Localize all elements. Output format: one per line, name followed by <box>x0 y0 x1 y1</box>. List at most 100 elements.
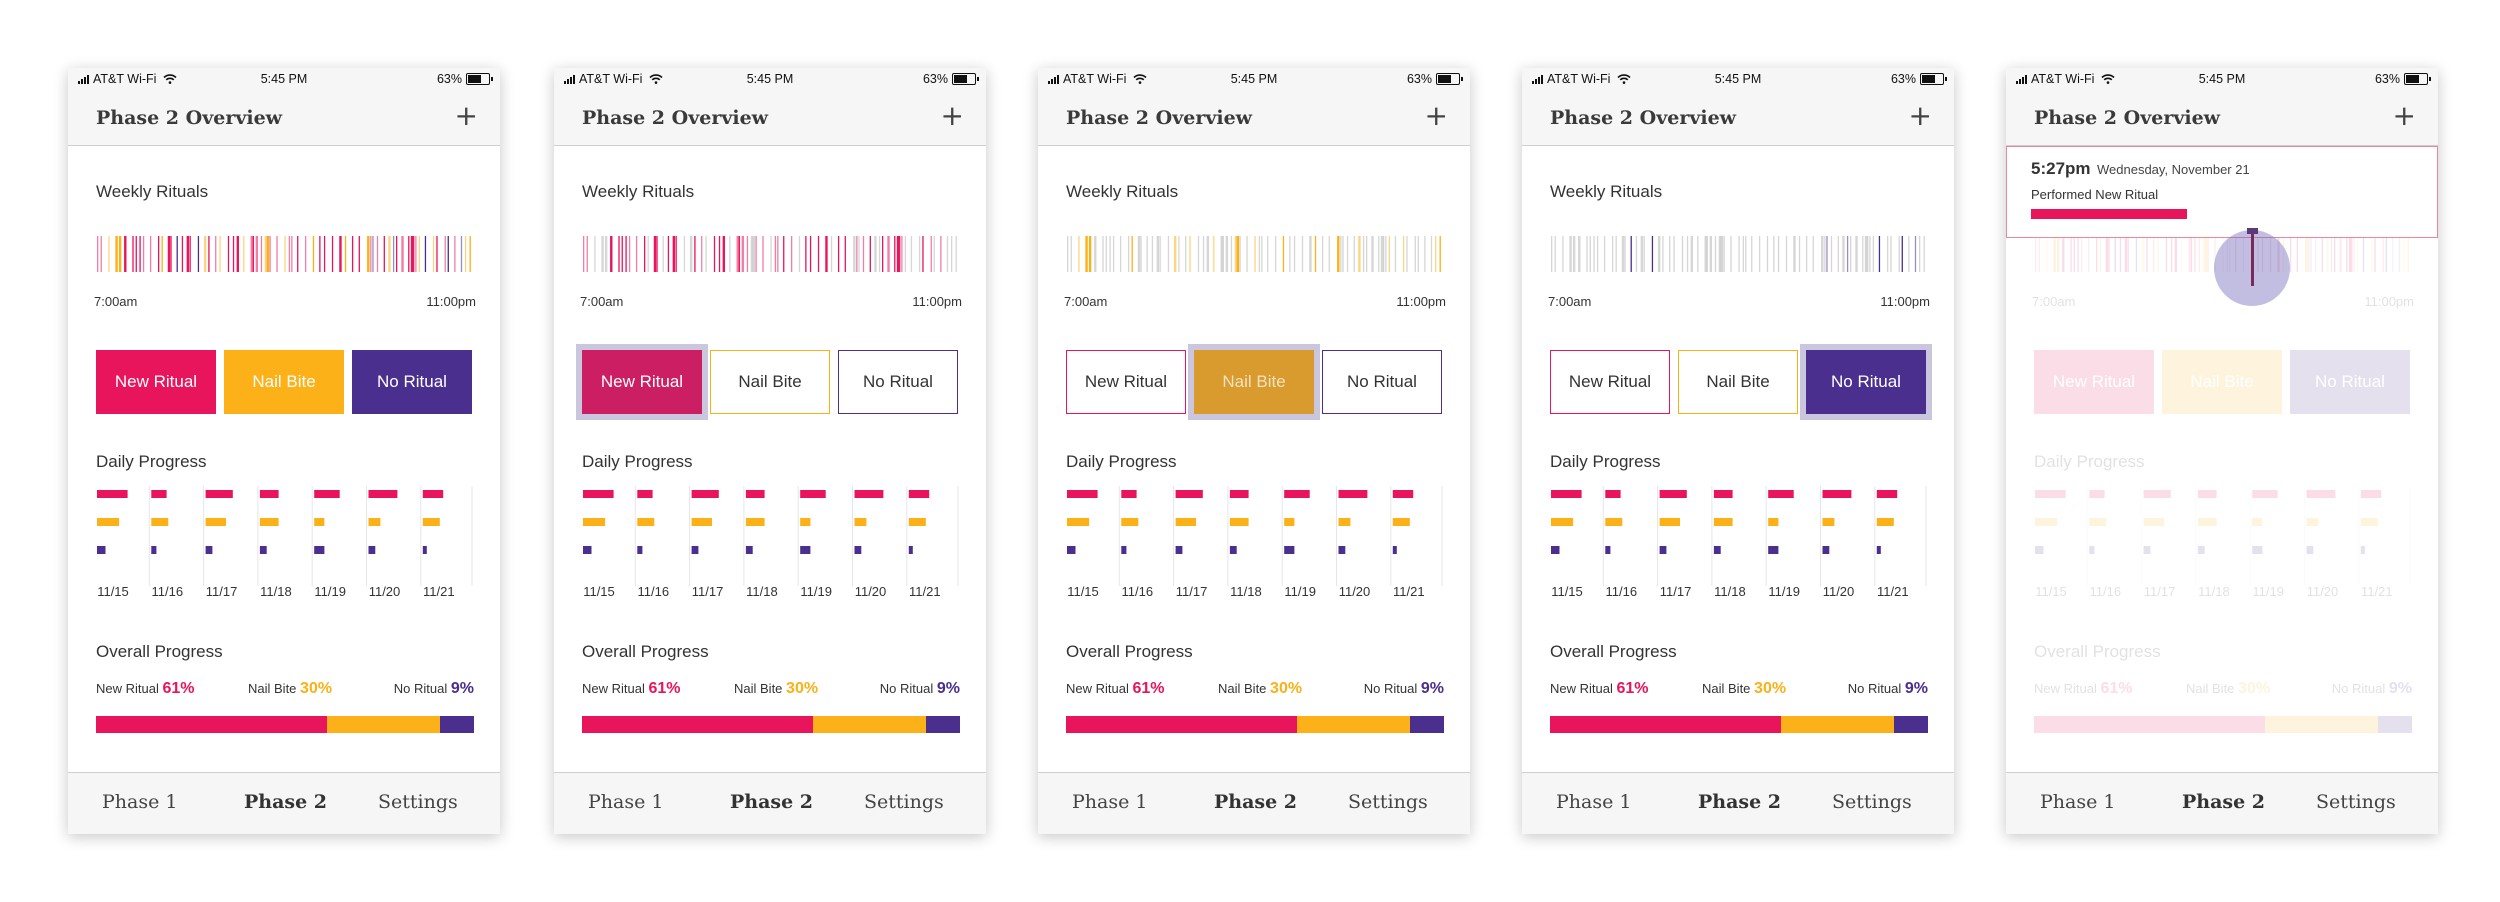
ritual-tick <box>460 236 463 272</box>
date-label: 11/20 <box>369 584 401 599</box>
ritual-tick <box>2193 236 2197 272</box>
daily-bar-no-ritual <box>1876 546 1881 554</box>
ritual-tick <box>738 236 740 272</box>
add-icon[interactable]: + <box>1424 99 1448 132</box>
add-icon[interactable]: + <box>2392 99 2416 132</box>
weekly-rituals-strip[interactable] <box>96 236 474 272</box>
carrier-label: AT&T Wi-Fi <box>2031 72 2095 86</box>
ritual-tick <box>1704 236 1707 272</box>
weekly-rituals-strip[interactable] <box>582 236 960 272</box>
ritual-tick <box>2114 236 2116 272</box>
tab-phase-1[interactable]: Phase 1 <box>588 791 664 813</box>
overall-bar-nail-bite <box>812 716 926 733</box>
daily-bar-no-ritual <box>1822 546 1830 554</box>
daily-bar-nail-bite <box>2035 518 2058 526</box>
ritual-tick <box>856 236 858 272</box>
ritual-tick <box>2170 236 2173 272</box>
ritual-tick <box>918 236 921 272</box>
tab-phase-1[interactable]: Phase 1 <box>1556 791 1632 813</box>
date-label: 11/18 <box>2198 584 2230 599</box>
tab-settings[interactable]: Settings <box>864 791 944 813</box>
scrubber-handle[interactable] <box>2247 228 2258 234</box>
no-ritual-button[interactable]: No Ritual <box>2290 350 2410 414</box>
tab-settings[interactable]: Settings <box>1832 791 1912 813</box>
nail-bite-button[interactable]: Nail Bite <box>224 350 344 414</box>
ritual-tick <box>264 236 268 272</box>
daily-bar-nail-bite <box>97 518 120 526</box>
weekly-rituals-strip[interactable] <box>1550 236 1928 272</box>
new-ritual-button[interactable]: New Ritual <box>576 344 708 420</box>
ritual-tick <box>465 236 467 272</box>
nail-bite-button[interactable]: Nail Bite <box>1678 350 1798 414</box>
weekly-rituals-strip[interactable] <box>1066 236 1444 272</box>
tab-phase-1[interactable]: Phase 1 <box>2040 791 2116 813</box>
new-ritual-button[interactable]: New Ritual <box>96 350 216 414</box>
ritual-tick <box>667 236 670 272</box>
tab-phase-2[interactable]: Phase 2 <box>1698 791 1782 813</box>
ritual-tick <box>1127 236 1130 272</box>
add-icon[interactable]: + <box>1908 99 1932 132</box>
overall-progress-legend: New Ritual 61% Nail Bite 30% No Ritual 9… <box>582 680 960 702</box>
new-ritual-button[interactable]: New Ritual <box>2034 350 2154 414</box>
ritual-tick <box>1611 236 1614 272</box>
no-ritual-button[interactable]: No Ritual <box>1322 350 1442 414</box>
new-ritual-button[interactable]: New Ritual <box>1550 350 1670 414</box>
no-ritual-button[interactable]: No Ritual <box>352 350 472 414</box>
tab-phase-2[interactable]: Phase 2 <box>244 791 328 813</box>
status-bar: AT&T Wi-Fi 5:45 PM 63% <box>2006 68 2438 92</box>
ritual-tick <box>2277 236 2280 272</box>
ritual-tick <box>2202 236 2206 272</box>
ritual-tick <box>1261 236 1263 272</box>
nail-bite-button[interactable]: Nail Bite <box>710 350 830 414</box>
overall-nail-bite: Nail Bite 30% <box>1218 680 1303 697</box>
ritual-tick <box>2198 236 2201 272</box>
new-ritual-button[interactable]: New Ritual <box>1066 350 1186 414</box>
battery-icon <box>1920 73 1947 85</box>
ritual-tooltip: 5:27pm Wednesday, November 21 Performed Ne… <box>2006 146 2438 238</box>
nail-bite-button[interactable]: Nail Bite <box>2162 350 2282 414</box>
tab-settings[interactable]: Settings <box>2316 791 2396 813</box>
overall-progress-bar <box>1066 716 1444 733</box>
ritual-tick <box>2087 236 2090 272</box>
add-icon[interactable]: + <box>454 99 478 132</box>
ritual-tick <box>189 236 191 272</box>
daily-bar-no-ritual <box>745 546 753 554</box>
nav-bar: Phase 2 Overview + <box>68 92 500 146</box>
ritual-tick <box>1309 236 1312 272</box>
daily-bar-no-ritual <box>2143 546 2151 554</box>
no-ritual-button[interactable]: No Ritual <box>1800 344 1932 420</box>
ritual-tick <box>1246 236 1248 272</box>
ritual-tick <box>656 236 658 272</box>
tab-phase-2[interactable]: Phase 2 <box>2182 791 2266 813</box>
daily-bar-new-ritual <box>583 490 614 498</box>
ritual-tick <box>1267 236 1269 272</box>
overall-new-ritual: New Ritual 61% <box>582 680 681 697</box>
tab-phase-1[interactable]: Phase 1 <box>102 791 178 813</box>
daily-bar-nail-bite <box>1175 518 1196 526</box>
ritual-tick <box>396 236 398 272</box>
tab-phase-2[interactable]: Phase 2 <box>730 791 814 813</box>
tab-phase-1[interactable]: Phase 1 <box>1072 791 1148 813</box>
add-icon[interactable]: + <box>940 99 964 132</box>
tab-settings[interactable]: Settings <box>1348 791 1428 813</box>
ritual-tick <box>770 236 772 272</box>
no-ritual-button[interactable]: No Ritual <box>838 350 958 414</box>
daily-bar-nail-bite <box>2089 518 2107 526</box>
tab-phase-2[interactable]: Phase 2 <box>1214 791 1298 813</box>
ritual-tick <box>1394 236 1397 272</box>
daily-bar-new-ritual <box>1392 490 1414 498</box>
ritual-tick <box>899 236 901 272</box>
daily-progress-chart: 11/15 11/16 11/17 11/18 11/19 11/20 11/21 <box>1067 486 1443 599</box>
carrier-label: AT&T Wi-Fi <box>1547 72 1611 86</box>
date-label: 11/19 <box>314 584 346 599</box>
ritual-tick <box>2398 236 2401 272</box>
ritual-tick <box>878 236 881 272</box>
ritual-tick <box>139 236 141 272</box>
nail-bite-button[interactable]: Nail Bite <box>1188 344 1320 420</box>
ritual-tick <box>1406 236 1408 272</box>
ritual-tick <box>1105 236 1107 272</box>
tab-settings[interactable]: Settings <box>378 791 458 813</box>
carrier-label: AT&T Wi-Fi <box>93 72 157 86</box>
ritual-tick <box>1234 236 1238 272</box>
date-label: 11/17 <box>1176 584 1208 599</box>
